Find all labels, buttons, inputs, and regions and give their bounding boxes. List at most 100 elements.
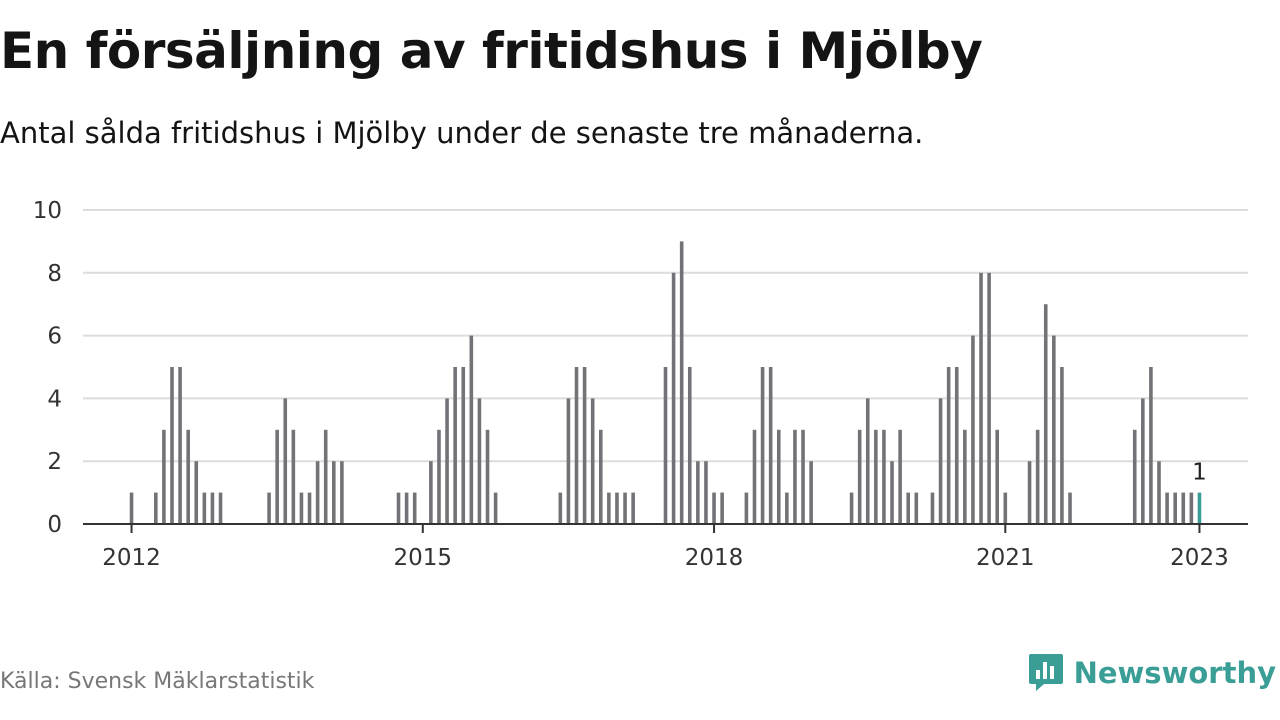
y-tick-label: 8 (47, 261, 62, 287)
y-tick-label: 6 (47, 324, 62, 350)
y-tick-label: 2 (47, 449, 62, 475)
bar (744, 492, 749, 524)
x-axis-ticks: 2012 2015 2018 2021 2023 (102, 524, 1229, 571)
bar (1165, 492, 1169, 524)
bar (914, 492, 919, 524)
bar (574, 367, 579, 524)
highlight-value-label: 1 (1192, 460, 1207, 486)
bar (865, 398, 870, 524)
bar (590, 398, 595, 524)
bar (623, 492, 627, 524)
bar (801, 429, 805, 524)
bar (267, 492, 271, 524)
bar (1149, 367, 1153, 524)
bar (995, 429, 1000, 524)
bar (493, 492, 498, 524)
bar (906, 492, 911, 524)
bar (631, 492, 635, 524)
data-labels: 1 (1192, 460, 1207, 486)
bar (453, 367, 457, 524)
bar (1027, 461, 1032, 524)
bar-highlight (1197, 492, 1202, 524)
chart-title: En försäljning av fritidshus i Mjölby (0, 22, 983, 80)
bar (671, 272, 676, 524)
bar (882, 429, 886, 524)
bar (582, 367, 587, 524)
bar-chart: 0 2 4 6 8 10 2012 2015 2018 2021 2023 1 (33, 198, 1248, 571)
bar (331, 461, 336, 524)
bar (930, 492, 935, 524)
bar (768, 367, 773, 524)
bar (291, 429, 296, 524)
bar (186, 429, 190, 524)
bar (1035, 429, 1040, 524)
bar (162, 429, 166, 524)
bar (437, 429, 441, 524)
bar (170, 367, 174, 524)
bar (720, 492, 724, 524)
bar (1052, 335, 1056, 524)
bar (283, 398, 288, 524)
bar (1141, 398, 1145, 524)
bar (194, 461, 199, 524)
y-tick-label: 10 (33, 198, 62, 224)
bar (598, 429, 603, 524)
y-tick-label: 0 (47, 512, 62, 538)
y-axis-ticks: 0 2 4 6 8 10 (33, 198, 62, 538)
brand-logo: Newsworthy (1028, 653, 1276, 693)
bar (663, 367, 668, 524)
bar (615, 492, 619, 524)
bar (275, 429, 279, 524)
bar (1068, 492, 1072, 524)
bar (566, 398, 571, 524)
newsworthy-logo-icon (1028, 654, 1063, 691)
bar (461, 367, 466, 524)
bar (1181, 492, 1186, 524)
bar (129, 492, 134, 524)
bar (857, 429, 862, 524)
bar (809, 461, 813, 524)
bar (776, 429, 781, 524)
bar (429, 461, 433, 524)
bar (315, 461, 320, 524)
bar (1157, 461, 1161, 524)
bar (445, 398, 449, 524)
bar (696, 461, 700, 524)
bar (412, 492, 417, 524)
brand-name: Newsworthy (1073, 656, 1276, 690)
bar (323, 429, 328, 524)
bar (1189, 492, 1194, 524)
bar (946, 367, 951, 524)
bar (687, 367, 692, 524)
bar (785, 492, 789, 524)
bar (963, 429, 967, 524)
bar (202, 492, 207, 524)
bars (129, 241, 1202, 524)
bar (469, 335, 474, 524)
bar (607, 492, 611, 524)
x-tick-label: 2015 (394, 545, 453, 571)
bar (218, 492, 223, 524)
bar (979, 272, 983, 524)
bar (971, 335, 975, 524)
x-tick-label: 2012 (102, 545, 161, 571)
bar (485, 429, 490, 524)
bar (752, 429, 757, 524)
bar (1043, 304, 1048, 524)
bar (874, 429, 878, 524)
bar (793, 429, 797, 524)
bar (898, 429, 902, 524)
bar (704, 461, 708, 524)
x-tick-label: 2021 (976, 545, 1035, 571)
bar (760, 367, 765, 524)
bar (1060, 367, 1064, 524)
bar (712, 492, 716, 524)
bar (477, 398, 482, 524)
bar (1003, 492, 1008, 524)
bar (938, 398, 943, 524)
bar (558, 492, 563, 524)
bar (210, 492, 215, 524)
bar (1173, 492, 1177, 524)
x-tick-label: 2018 (685, 545, 744, 571)
bar (178, 367, 182, 524)
